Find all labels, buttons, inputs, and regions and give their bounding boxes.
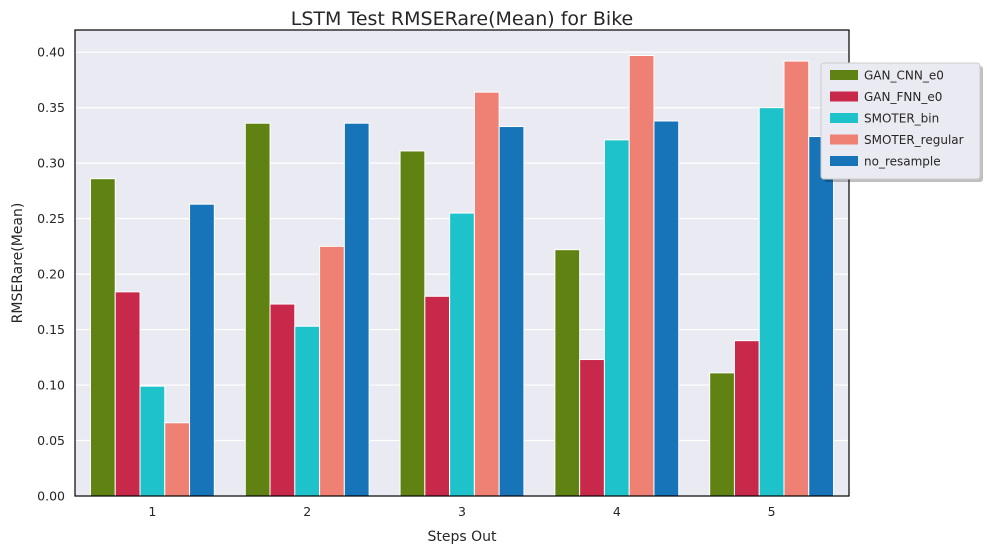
bar-gan-fnn-e0-step-2 (269, 303, 296, 497)
legend-swatch (830, 113, 858, 123)
bar-smoter-bin-step-2 (294, 325, 321, 497)
y-tick-label: 0.00 (37, 489, 65, 504)
bar-gan-fnn-e0-step-1 (114, 291, 141, 497)
x-tick-label: 2 (303, 504, 311, 519)
bar-no-resample-step-5 (808, 136, 835, 497)
bar-gan-cnn-e0-step-3 (399, 150, 426, 497)
legend-label: no_resample (864, 155, 941, 169)
bar-smoter-bin-step-1 (139, 385, 166, 497)
x-tick-label: 4 (613, 504, 621, 519)
y-tick-label: 0.20 (37, 267, 65, 282)
x-axis-label: Steps Out (427, 529, 497, 545)
bar-smoter-regular-step-3 (473, 91, 500, 497)
y-tick-label: 0.35 (37, 100, 65, 115)
legend-label: GAN_CNN_e0 (864, 69, 944, 83)
tick-labels: 0.00 0.05 0.10 0.15 0.20 0.25 0.30 0.35 0.40 1 2 3 4… (37, 45, 775, 519)
y-axis-label: RMSERare(Mean) (10, 203, 26, 324)
bar-gan-cnn-e0-step-5 (709, 372, 735, 497)
legend-label: SMOTER_bin (864, 112, 939, 126)
bar-no-resample-step-4 (653, 120, 680, 497)
y-tick-label: 0.40 (37, 45, 65, 60)
legend-swatch (830, 91, 858, 102)
x-tick-label: 3 (458, 504, 466, 519)
y-tick-label: 0.10 (37, 378, 65, 393)
bar-gan-cnn-e0-step-1 (89, 178, 116, 497)
bar-smoter-regular-step-4 (628, 55, 655, 497)
legend-label: SMOTER_regular (864, 133, 964, 147)
bar-no-resample-step-3 (498, 126, 525, 497)
bar-no-resample-step-2 (343, 122, 370, 497)
y-tick-label: 0.30 (37, 156, 65, 171)
bar-gan-fnn-e0-step-3 (424, 295, 451, 497)
bars (89, 55, 835, 497)
bar-smoter-regular-step-1 (164, 422, 191, 497)
x-tick-label: 1 (148, 504, 156, 519)
bar-no-resample-step-1 (189, 203, 215, 497)
bar-gan-fnn-e0-step-5 (733, 340, 760, 497)
bar-gan-cnn-e0-step-4 (554, 249, 581, 497)
y-tick-label: 0.25 (37, 211, 65, 226)
bar-gan-fnn-e0-step-4 (579, 359, 605, 497)
bar-smoter-bin-step-4 (603, 139, 630, 497)
bar-gan-cnn-e0-step-2 (244, 122, 271, 497)
plot-frame (74, 29, 850, 497)
legend-box (820, 62, 981, 180)
legend-label: GAN_FNN_e0 (864, 90, 942, 104)
legend-swatch (830, 156, 858, 166)
legend-swatch (830, 134, 858, 145)
x-tick-label: 5 (768, 504, 776, 519)
bar-smoter-bin-step-5 (758, 107, 785, 497)
bar-smoter-regular-step-2 (319, 245, 345, 497)
bar-smoter-regular-step-5 (783, 60, 810, 497)
y-tick-label: 0.05 (37, 433, 65, 448)
bar-smoter-bin-step-3 (449, 212, 475, 497)
y-tick-label: 0.15 (37, 322, 65, 337)
axes (74, 29, 850, 497)
chart-title: LSTM Test RMSERare(Mean) for Bike (291, 8, 633, 30)
legend: GAN_CNN_e0 GAN_FNN_e0 SMOTER_bin SMOTER_reg… (820, 62, 983, 182)
legend-swatch (830, 70, 858, 80)
